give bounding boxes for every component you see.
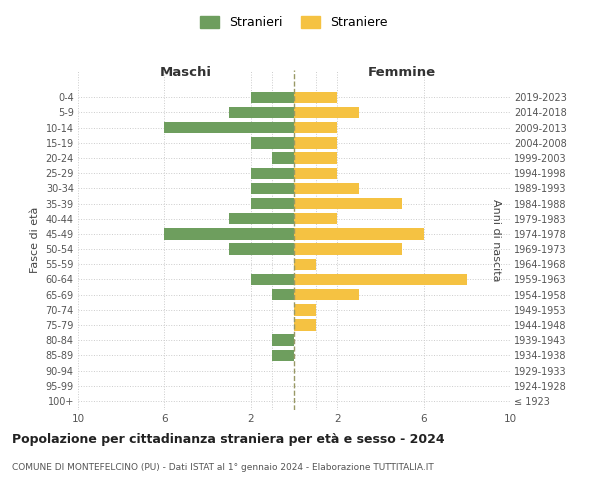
Bar: [272, 289, 294, 300]
Bar: [251, 137, 294, 148]
Bar: [272, 350, 294, 361]
Bar: [229, 244, 294, 255]
Bar: [294, 304, 316, 316]
Bar: [251, 168, 294, 179]
Bar: [294, 198, 402, 209]
Bar: [229, 213, 294, 224]
Legend: Stranieri, Straniere: Stranieri, Straniere: [196, 11, 392, 34]
Bar: [294, 122, 337, 134]
Bar: [294, 244, 402, 255]
Bar: [164, 122, 294, 134]
Bar: [294, 228, 424, 239]
Bar: [251, 198, 294, 209]
Text: Popolazione per cittadinanza straniera per età e sesso - 2024: Popolazione per cittadinanza straniera p…: [12, 432, 445, 446]
Text: Maschi: Maschi: [160, 66, 212, 79]
Y-axis label: Fasce di età: Fasce di età: [30, 207, 40, 273]
Bar: [272, 152, 294, 164]
Bar: [294, 289, 359, 300]
Bar: [272, 334, 294, 346]
Bar: [294, 137, 337, 148]
Bar: [251, 92, 294, 103]
Bar: [251, 274, 294, 285]
Bar: [294, 213, 337, 224]
Bar: [294, 258, 316, 270]
Bar: [229, 107, 294, 118]
Bar: [294, 274, 467, 285]
Bar: [294, 152, 337, 164]
Text: COMUNE DI MONTEFELCINO (PU) - Dati ISTAT al 1° gennaio 2024 - Elaborazione TUTTI: COMUNE DI MONTEFELCINO (PU) - Dati ISTAT…: [12, 462, 434, 471]
Y-axis label: Anni di nascita: Anni di nascita: [491, 198, 500, 281]
Bar: [294, 92, 337, 103]
Bar: [294, 107, 359, 118]
Bar: [294, 168, 337, 179]
Bar: [294, 320, 316, 330]
Text: Femmine: Femmine: [368, 66, 436, 79]
Bar: [164, 228, 294, 239]
Bar: [294, 182, 359, 194]
Bar: [251, 182, 294, 194]
